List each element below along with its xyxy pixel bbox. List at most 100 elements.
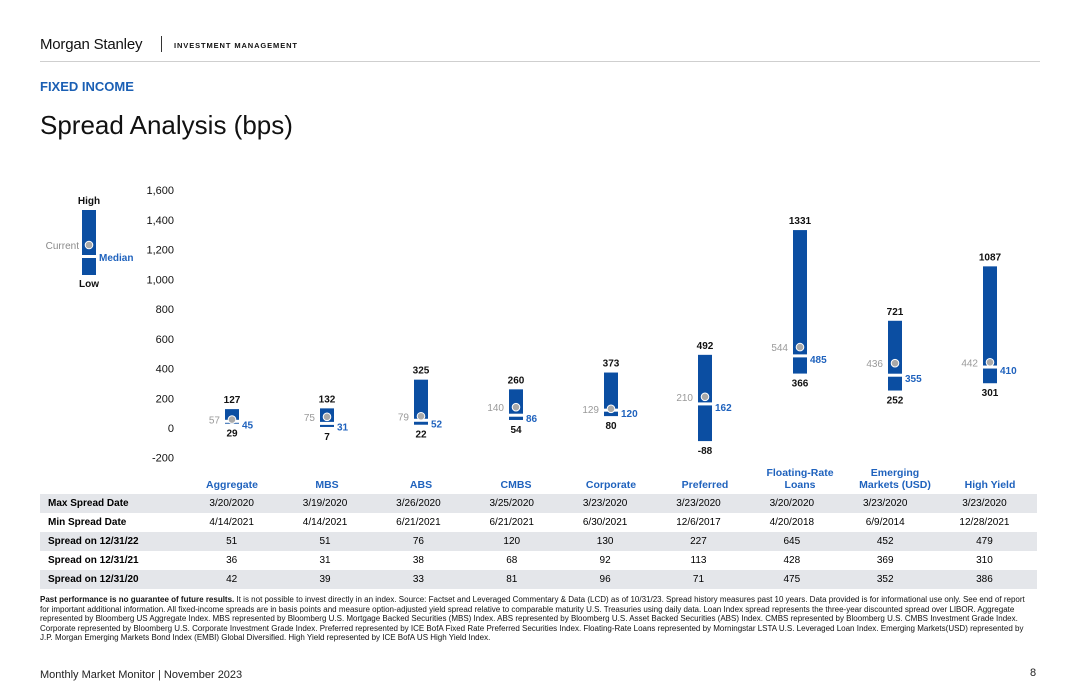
table-cell: 42 [185, 570, 279, 589]
low-value-label: 7 [324, 432, 330, 443]
category-label: Preferred [682, 479, 729, 491]
row-label: Min Spread Date [48, 517, 127, 528]
current-dot [606, 404, 616, 414]
range-bar [604, 372, 618, 417]
table-cell: 3/20/2020 [185, 494, 279, 513]
section-label: FIXED INCOME [40, 79, 134, 94]
legend-high-label: High [78, 196, 100, 207]
brand-subtitle: INVESTMENT MANAGEMENT [174, 41, 298, 50]
footnote-bold: Past performance is no guarantee of futu… [40, 595, 235, 604]
table-cell: 6/30/2021 [582, 517, 628, 528]
current-dot [985, 357, 995, 367]
table-cell: 452 [838, 532, 932, 551]
median-value-label: 45 [242, 420, 254, 431]
table-cell: 33 [371, 570, 466, 589]
current-value-label: 210 [676, 393, 693, 404]
y-tick-label: -200 [152, 453, 174, 465]
table-cell: 475 [745, 570, 839, 589]
current-dot [322, 412, 332, 422]
table-cell: 36 [226, 555, 238, 566]
current-dot [890, 358, 900, 368]
table-cell: 113 [690, 555, 707, 566]
table-cell: 92 [599, 555, 611, 566]
table-cell: 3/26/2020 [371, 494, 466, 513]
footnote: Past performance is no guarantee of futu… [40, 595, 1035, 643]
range-bar [414, 379, 428, 425]
high-value-label: 132 [319, 394, 336, 405]
high-value-label: 492 [697, 341, 714, 352]
low-value-label: 22 [415, 430, 427, 441]
current-value-label: 140 [487, 403, 504, 414]
table-cell: 31 [319, 555, 331, 566]
table-row: Min Spread Date 4/14/2021 4/14/2021 6/21/20… [40, 513, 1037, 532]
y-tick-label: 1,200 [146, 245, 174, 257]
legend-current-label: Current [46, 241, 80, 252]
high-value-label: 260 [508, 375, 525, 386]
high-value-label: 1087 [979, 252, 1002, 263]
table-cell: 227 [651, 532, 746, 551]
table-cell: 352 [838, 570, 932, 589]
table-cell: 6/9/2014 [865, 517, 905, 528]
table-cell: 428 [783, 555, 801, 566]
table-row: Spread on 12/31/20 42 39 33 81 96 71 475 352 386 [40, 570, 1037, 589]
y-tick-label: 0 [168, 423, 174, 435]
legend-current-dot [84, 240, 94, 250]
median-marker [792, 354, 808, 358]
table-cell: 51 [278, 532, 372, 551]
legend-low-label: Low [79, 279, 99, 290]
y-tick-label: 1,400 [146, 215, 174, 227]
median-value-label: 120 [621, 409, 638, 420]
footnote-text: It is not possible to invest directly in… [40, 595, 1025, 643]
median-value-label: 52 [431, 419, 443, 430]
table-cell: 3/20/2020 [745, 494, 839, 513]
row-label: Spread on 12/31/22 [40, 532, 185, 551]
high-value-label: 325 [413, 366, 430, 377]
table-cell: 3/25/2020 [465, 494, 559, 513]
table-cell: 3/23/2020 [838, 494, 932, 513]
current-value-label: 79 [398, 412, 410, 423]
median-value-label: 485 [810, 355, 827, 366]
median-marker [319, 421, 335, 425]
y-tick-label: 200 [156, 393, 174, 405]
legend-median-label: Median [99, 253, 133, 264]
range-bar [888, 320, 902, 391]
row-label: Spread on 12/31/20 [40, 570, 185, 589]
category-label: Floating-Rate [766, 467, 833, 479]
range-bar [793, 230, 807, 374]
table-cell: 12/6/2017 [676, 517, 721, 528]
current-dot [416, 411, 426, 421]
table-cell: 68 [506, 555, 518, 566]
category-label: ABS [410, 479, 432, 491]
row-label: Max Spread Date [40, 494, 185, 513]
current-value-label: 129 [582, 405, 599, 416]
brand-divider [161, 36, 162, 52]
current-value-label: 57 [209, 416, 221, 427]
table-cell: 3/23/2020 [931, 494, 1037, 513]
table-cell: 120 [465, 532, 559, 551]
category-label: Emerging [871, 467, 919, 479]
current-dot [227, 415, 237, 424]
median-value-label: 355 [905, 374, 922, 385]
table-cell: 81 [465, 570, 559, 589]
current-value-label: 442 [961, 358, 978, 369]
page-header: Morgan Stanley INVESTMENT MANAGEMENT [40, 34, 1040, 62]
table-cell: 6/21/2021 [489, 517, 535, 528]
low-value-label: 301 [982, 388, 999, 399]
current-value-label: 436 [866, 359, 883, 370]
table-cell: 3/23/2020 [651, 494, 746, 513]
current-dot [795, 342, 805, 352]
current-dot [700, 392, 710, 402]
category-label: Loans [785, 479, 816, 491]
table-cell: 369 [876, 555, 894, 566]
y-tick-label: 400 [156, 364, 174, 376]
median-marker [697, 402, 713, 406]
table-cell: 479 [931, 532, 1037, 551]
table-row: Spread on 12/31/22 51 51 76 120 130 227 645 452 4… [40, 532, 1037, 551]
y-tick-label: 800 [156, 304, 174, 316]
current-value-label: 75 [304, 413, 316, 424]
low-value-label: 252 [887, 396, 904, 407]
table-cell: 51 [185, 532, 279, 551]
y-tick-label: 600 [156, 334, 174, 346]
high-value-label: 373 [603, 359, 620, 370]
category-label: High Yield [965, 479, 1016, 491]
